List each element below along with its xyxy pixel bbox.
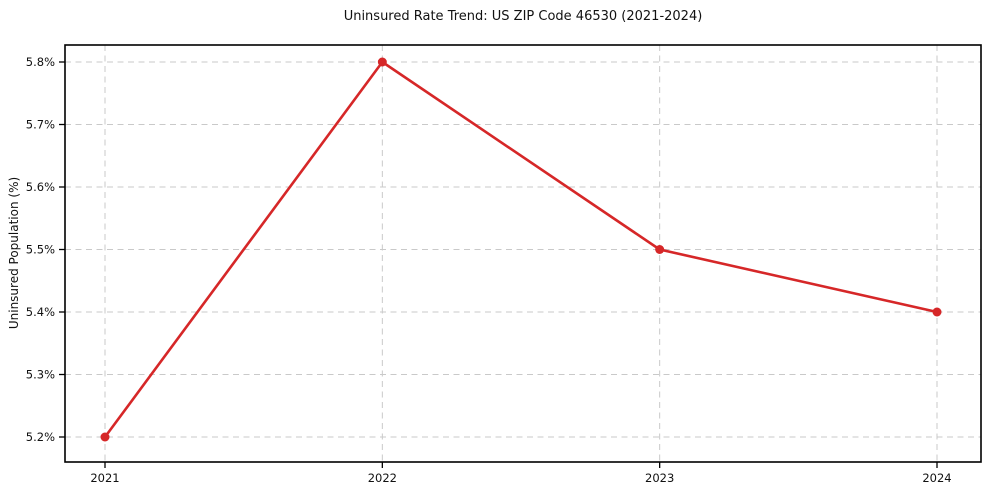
trend-line <box>103 60 939 439</box>
data-point-2021 <box>100 432 110 442</box>
x-tick-label: 2024 <box>922 471 951 485</box>
x-tick-label: 2021 <box>90 471 119 485</box>
chart-title: Uninsured Rate Trend: US ZIP Code 46530 … <box>343 9 703 24</box>
data-point-2024 <box>932 307 942 317</box>
y-tick-label: 5.8% <box>26 55 55 69</box>
data-point-2022 <box>377 57 387 67</box>
y-tick-label: 5.6% <box>26 180 55 194</box>
y-tick-label: 5.4% <box>26 305 55 319</box>
x-tick-label: 2022 <box>368 471 397 485</box>
y-tick-label: 5.5% <box>26 243 55 257</box>
y-tick-label: 5.3% <box>26 368 55 382</box>
y-tick-label: 5.7% <box>26 118 55 132</box>
y-tick-label: 5.2% <box>26 430 55 444</box>
plot-border <box>64 44 982 463</box>
x-tick-label: 2023 <box>645 471 674 485</box>
data-point-2023 <box>655 245 665 254</box>
